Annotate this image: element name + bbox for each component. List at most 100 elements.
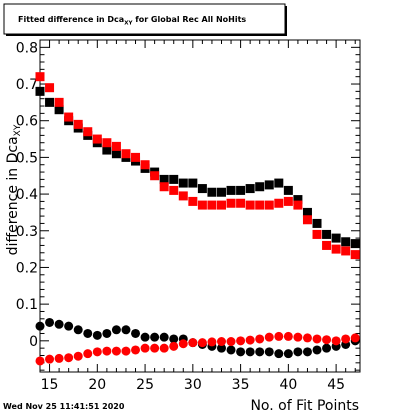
y-tick-label: 0.4 <box>16 187 38 203</box>
data-point-square <box>322 240 332 250</box>
data-point-circle <box>293 347 303 357</box>
data-point-square <box>264 200 274 210</box>
data-point-circle <box>312 345 322 355</box>
data-point-circle <box>322 335 332 345</box>
y-tick-label: 0.1 <box>16 297 38 313</box>
y-tick-label: 0.8 <box>16 40 38 56</box>
data-point-circle <box>169 341 179 351</box>
y-axis-label-subscript: XY <box>13 124 23 136</box>
title-box: Fitted difference in DcaXY for Global Re… <box>3 3 287 36</box>
x-tick-label: 30 <box>184 377 202 393</box>
data-point-circle <box>226 337 236 347</box>
data-point-square <box>350 250 360 260</box>
data-point-square <box>197 184 207 194</box>
data-point-square <box>245 184 255 194</box>
data-point-circle <box>188 338 198 348</box>
data-point-circle <box>245 347 255 357</box>
data-point-square <box>159 182 169 192</box>
data-point-square <box>226 185 236 195</box>
data-point-circle <box>274 349 284 359</box>
data-point-square <box>302 215 312 225</box>
data-point-circle <box>35 356 45 366</box>
data-point-square <box>35 72 45 82</box>
data-point-square <box>322 229 332 239</box>
x-tick-label: 15 <box>41 377 59 393</box>
chart-title: Fitted difference in DcaXY for Global Re… <box>18 15 246 27</box>
timestamp: Wed Nov 25 11:41:51 2020 <box>3 402 125 411</box>
data-point-circle <box>45 354 55 364</box>
data-point-circle <box>92 347 102 357</box>
data-point-circle <box>169 334 179 344</box>
y-axis-label: difference in DcaXY <box>5 124 23 255</box>
data-point-circle <box>350 333 360 343</box>
data-point-circle <box>140 343 150 353</box>
data-point-square <box>341 246 351 256</box>
title-frame <box>3 3 286 35</box>
data-point-square <box>178 178 188 188</box>
data-point-circle <box>92 330 102 340</box>
data-point-circle <box>121 346 131 356</box>
data-point-square <box>350 239 360 249</box>
data-point-circle <box>302 333 312 343</box>
data-point-square <box>131 152 141 162</box>
data-point-square <box>178 191 188 201</box>
data-point-square <box>64 112 74 122</box>
x-axis-label: No. of Fit Points <box>250 398 359 414</box>
data-point-square <box>236 198 246 208</box>
data-point-square <box>293 195 303 205</box>
data-point-circle <box>322 343 332 353</box>
title-shadow-right <box>285 6 287 36</box>
data-point-circle <box>312 334 322 344</box>
data-point-square <box>283 185 293 195</box>
data-point-circle <box>197 338 207 348</box>
data-point-circle <box>111 346 121 356</box>
data-point-square <box>312 218 322 228</box>
data-point-square <box>236 185 246 195</box>
y-axis-label-main: difference in Dca <box>5 136 21 255</box>
data-point-square <box>293 200 303 210</box>
data-point-circle <box>54 353 64 363</box>
y-tick-label: 0.7 <box>16 77 38 93</box>
data-point-circle <box>236 336 246 346</box>
data-point-circle <box>45 317 55 327</box>
data-point-circle <box>264 347 274 357</box>
title-shadow-bottom <box>6 34 287 36</box>
y-tick-label: 0.5 <box>16 150 38 166</box>
chart-title-main: Fitted difference in Dca <box>18 15 124 24</box>
x-tick-label: 25 <box>136 377 154 393</box>
data-point-square <box>226 198 236 208</box>
y-tick-label: 0 <box>29 334 38 350</box>
data-point-circle <box>216 343 226 353</box>
data-point-square <box>140 160 150 170</box>
data-point-square <box>83 127 93 137</box>
data-point-square <box>245 200 255 210</box>
data-point-circle <box>283 331 293 341</box>
data-point-circle <box>207 337 217 347</box>
data-point-circle <box>111 325 121 335</box>
data-point-square <box>341 237 351 247</box>
data-point-square <box>331 233 341 243</box>
data-point-square <box>274 198 284 208</box>
data-point-square <box>102 138 112 148</box>
data-point-square <box>283 196 293 206</box>
data-point-square <box>216 200 226 210</box>
y-tick-label: 0.6 <box>16 114 38 130</box>
x-tick-label: 40 <box>279 377 297 393</box>
data-point-circle <box>274 331 284 341</box>
data-point-circle <box>131 328 141 338</box>
data-point-circle <box>150 332 160 342</box>
data-point-circle <box>140 332 150 342</box>
chart-title-subscript: XY <box>124 21 133 27</box>
data-point-square <box>331 244 341 254</box>
data-point-square <box>111 141 121 151</box>
data-point-square <box>188 196 198 206</box>
data-point-circle <box>236 347 246 357</box>
y-tick-label: 0.2 <box>16 260 38 276</box>
plot-frame <box>39 39 361 373</box>
data-point-circle <box>83 349 93 359</box>
data-points-group <box>35 72 360 366</box>
data-point-square <box>111 149 121 159</box>
data-point-circle <box>73 325 83 335</box>
data-point-square <box>169 174 179 184</box>
